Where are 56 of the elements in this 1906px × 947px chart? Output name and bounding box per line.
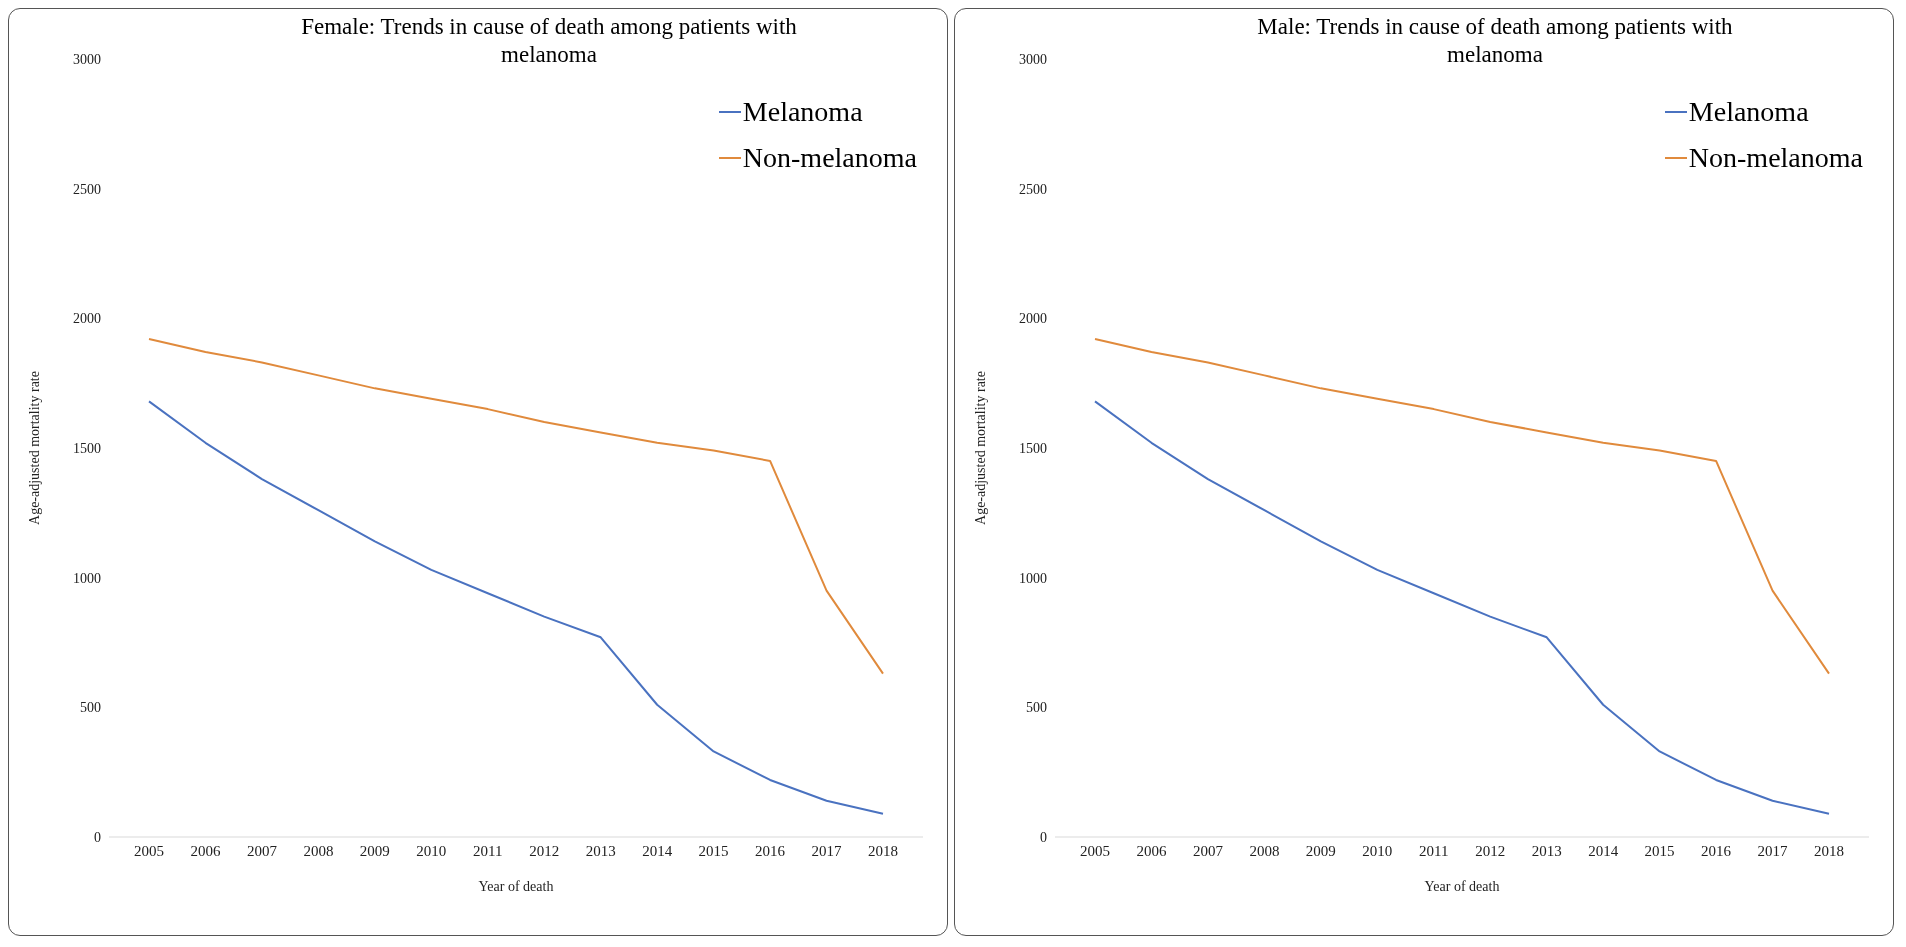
x-axis-title: Year of death [1424,879,1500,894]
x-tick-label: 2012 [1475,842,1506,859]
y-tick-label: 3000 [1019,51,1047,67]
y-tick-label: 2500 [1019,181,1047,197]
x-tick-label: 2018 [1814,842,1844,859]
x-tick-label: 2018 [868,842,898,859]
x-tick-label: 2010 [1362,842,1393,859]
line-series [1094,400,1830,815]
chart-title: Male: Trends in cause of death among patients with melanoma [1256,13,1734,69]
x-tick-label: 2007 [1192,842,1224,859]
x-tick-label: 2008 [1249,842,1280,859]
x-tick-label: 2013 [585,842,616,859]
y-tick-label: 0 [1040,829,1047,845]
x-tick-label: 2015 [698,842,729,859]
legend-label: Non-melanoma [1688,141,1863,175]
y-tick-label: 500 [1026,700,1047,716]
x-tick-label: 2013 [1531,842,1562,859]
chart-title: Female: Trends in cause of death among patients with melanoma [300,13,798,69]
y-tick-label: 2000 [73,311,101,327]
x-tick-label: 2008 [303,842,334,859]
x-tick-label: 2014 [642,842,673,859]
x-tick-label: 2015 [1644,842,1675,859]
x-tick-label: 2016 [755,842,786,859]
x-tick-label: 2005 [134,842,164,859]
x-tick-label: 2007 [246,842,278,859]
y-tick-label: 3000 [73,51,101,67]
y-tick-label: 0 [94,829,101,845]
x-tick-label: 2011 [1419,842,1449,859]
x-tick-label: 2009 [359,842,390,859]
x-tick-label: 2010 [416,842,447,859]
x-tick-label: 2012 [529,842,560,859]
x-tick-label: 2014 [1588,842,1619,859]
y-tick-label: 1500 [1019,440,1047,456]
y-tick-label: 2500 [73,181,101,197]
x-tick-label: 2017 [1757,842,1789,859]
y-tick-label: 2000 [1019,311,1047,327]
y-tick-label: 1500 [73,440,101,456]
x-tick-label: 2016 [1701,842,1732,859]
y-tick-label: 500 [80,700,101,716]
line-series [1094,338,1830,675]
y-axis-title: Age-adjusted mortality rate [26,371,42,525]
x-tick-label: 2009 [1305,842,1336,859]
x-tick-label: 2017 [811,842,843,859]
y-tick-label: 1000 [1019,570,1047,586]
legend-label: Melanoma [742,95,863,129]
x-axis-title: Year of death [478,879,554,894]
x-tick-label: 2006 [190,842,221,859]
x-tick-label: 2005 [1080,842,1110,859]
legend-label: Non-melanoma [742,141,917,175]
legend-label: Melanoma [1688,95,1809,129]
y-axis-title: Age-adjusted mortality rate [972,371,988,525]
line-series [148,400,884,815]
x-tick-label: 2006 [1136,842,1167,859]
x-tick-label: 2011 [473,842,503,859]
y-tick-label: 1000 [73,570,101,586]
line-series [148,338,884,675]
